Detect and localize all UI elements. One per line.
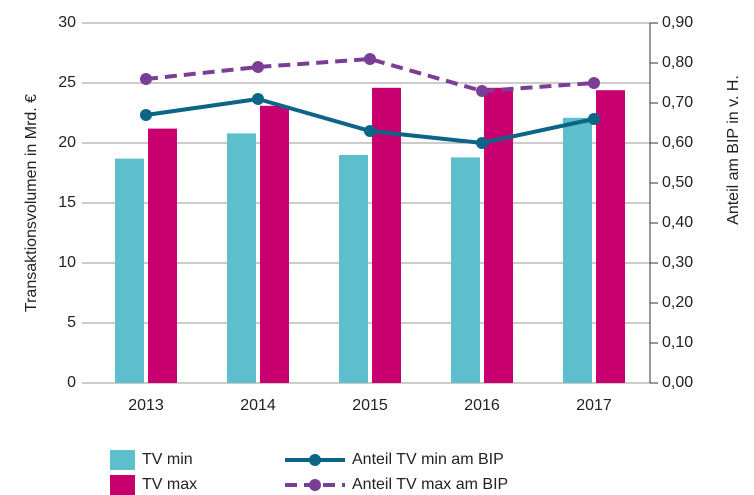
- bar: [484, 87, 513, 384]
- bar: [451, 157, 480, 383]
- x-tick-label: 2017: [576, 397, 612, 414]
- y2-tick-label: 0,60: [662, 134, 693, 151]
- y-tick-label: 10: [58, 254, 76, 271]
- line-point: [140, 109, 152, 121]
- line-point: [364, 125, 376, 137]
- y-tick-label: 20: [58, 134, 76, 151]
- legend-swatch: [110, 450, 135, 470]
- legend-label: Anteil TV min am BIP: [352, 451, 504, 468]
- line-point: [140, 73, 152, 85]
- y2-axis-label: Anteil am BIP in v. H.: [725, 75, 742, 225]
- legend-label: TV min: [142, 451, 193, 468]
- line-point: [476, 85, 488, 97]
- bar: [148, 128, 177, 383]
- legend-label: TV max: [142, 476, 197, 493]
- line-point: [588, 113, 600, 125]
- line-point: [252, 93, 264, 105]
- y2-tick-label: 0,90: [662, 14, 693, 31]
- y2-tick-label: 0,50: [662, 174, 693, 191]
- legend-swatch: [110, 475, 135, 495]
- y-tick-label: 15: [58, 194, 76, 211]
- bar: [339, 155, 368, 383]
- bar: [596, 90, 625, 383]
- y2-tick-label: 0,10: [662, 334, 693, 351]
- bar: [227, 133, 256, 383]
- x-tick-label: 2015: [352, 397, 388, 414]
- y2-tick-label: 0,70: [662, 94, 693, 111]
- line-point: [252, 61, 264, 73]
- x-tick-label: 2014: [240, 397, 276, 414]
- bar: [563, 117, 592, 384]
- bar: [260, 105, 289, 384]
- y-tick-label: 30: [58, 14, 76, 31]
- x-tick-label: 2016: [464, 397, 500, 414]
- line-point: [588, 77, 600, 89]
- line-point: [364, 53, 376, 65]
- y-tick-label: 5: [67, 314, 76, 331]
- legend-marker: [309, 454, 321, 466]
- y2-tick-label: 0,80: [662, 54, 693, 71]
- line-point: [476, 137, 488, 149]
- y2-tick-label: 0,40: [662, 214, 693, 231]
- y-tick-label: 25: [58, 74, 76, 91]
- x-tick-label: 2013: [128, 397, 164, 414]
- legend-label: Anteil TV max am BIP: [352, 476, 508, 493]
- bar: [115, 158, 144, 383]
- legend-marker: [309, 479, 321, 491]
- bar: [372, 87, 401, 384]
- y2-tick-label: 0,00: [662, 374, 693, 391]
- y-tick-label: 0: [67, 374, 76, 391]
- y-axis-label: Transaktionsvolumen in Mrd. €: [23, 94, 40, 312]
- y2-tick-label: 0,30: [662, 254, 693, 271]
- y2-tick-label: 0,20: [662, 294, 693, 311]
